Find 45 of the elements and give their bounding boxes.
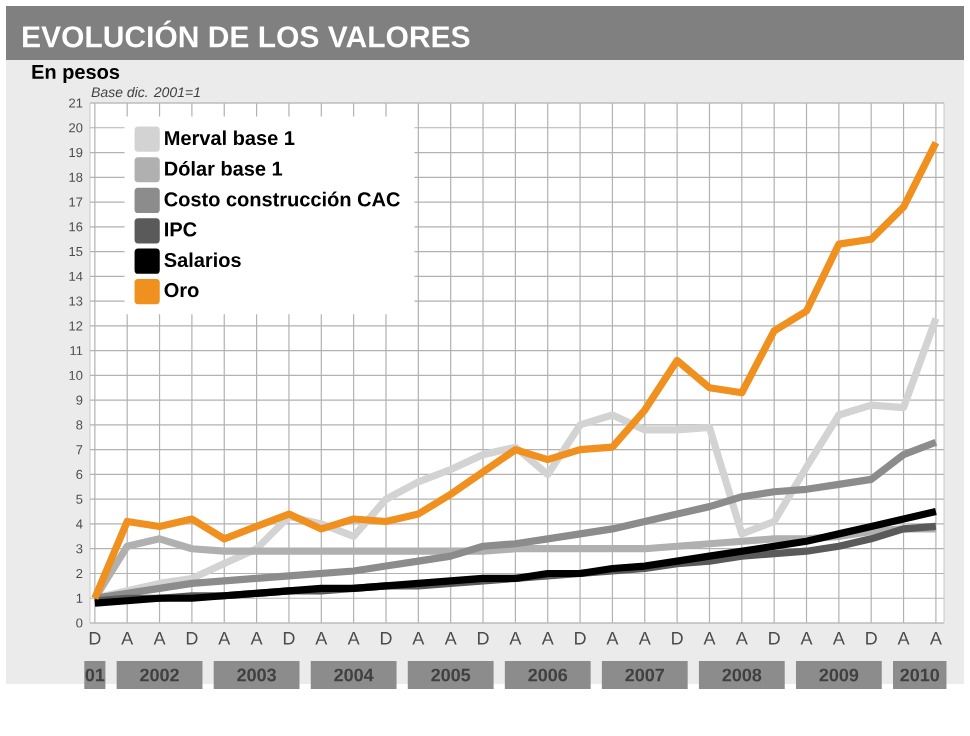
x-tick-label: A bbox=[800, 632, 813, 645]
x-tick-label: A bbox=[897, 632, 910, 645]
text: 2007 bbox=[625, 668, 664, 682]
text: 01 bbox=[85, 668, 105, 682]
x-tick-label: A bbox=[250, 632, 263, 645]
legend-label: Dólar base 1 bbox=[165, 160, 283, 176]
text: 2009 bbox=[819, 668, 859, 682]
x-tick-label: A bbox=[832, 632, 845, 645]
x-tick-label: D bbox=[575, 632, 586, 645]
legend-label: Merval base 1 bbox=[165, 130, 295, 146]
x-tick-label: D bbox=[672, 632, 683, 645]
x-tick-label: D bbox=[89, 632, 101, 645]
x-tick-label: D bbox=[380, 632, 392, 645]
text: 2010 bbox=[900, 668, 940, 682]
x-tick-label: A bbox=[315, 632, 328, 645]
x-tick-label: D bbox=[866, 632, 877, 645]
x-tick-label: A bbox=[606, 632, 619, 645]
legend-label: IPC bbox=[165, 222, 197, 237]
text: 2005 bbox=[431, 668, 471, 682]
x-tick-label: D bbox=[769, 632, 780, 645]
x-tick-label: A bbox=[703, 632, 716, 645]
x-tick-label: A bbox=[121, 632, 134, 645]
legend-label: Salarios bbox=[164, 252, 241, 268]
x-tick-label: A bbox=[218, 632, 231, 645]
x-tick-label: D bbox=[478, 632, 489, 645]
text: 2003 bbox=[237, 668, 276, 682]
text: 2006 bbox=[528, 668, 568, 682]
x-tick-label: D bbox=[283, 632, 295, 645]
x-tick-label: A bbox=[509, 632, 522, 645]
legend-label: Costo construcción CAC bbox=[164, 191, 400, 207]
chart-title: EVOLUCIÓN DE LOS VALORES bbox=[23, 20, 470, 48]
x-tick-label: A bbox=[541, 632, 554, 645]
chart-subtitle: En pesos bbox=[32, 65, 120, 83]
legend-label: Oro bbox=[164, 283, 199, 298]
x-tick-label: A bbox=[929, 632, 942, 645]
x-tick-label: A bbox=[347, 632, 360, 645]
x-tick-label: D bbox=[186, 632, 198, 645]
x-tick-label: A bbox=[735, 632, 748, 645]
x-tick-label: A bbox=[638, 632, 651, 645]
x-tick-label: A bbox=[412, 632, 425, 645]
x-tick-label: A bbox=[153, 632, 166, 645]
x-tick-label: A bbox=[444, 632, 457, 645]
text: 2002 bbox=[140, 668, 179, 682]
text: 2004 bbox=[334, 668, 374, 682]
text: 2008 bbox=[722, 668, 762, 682]
